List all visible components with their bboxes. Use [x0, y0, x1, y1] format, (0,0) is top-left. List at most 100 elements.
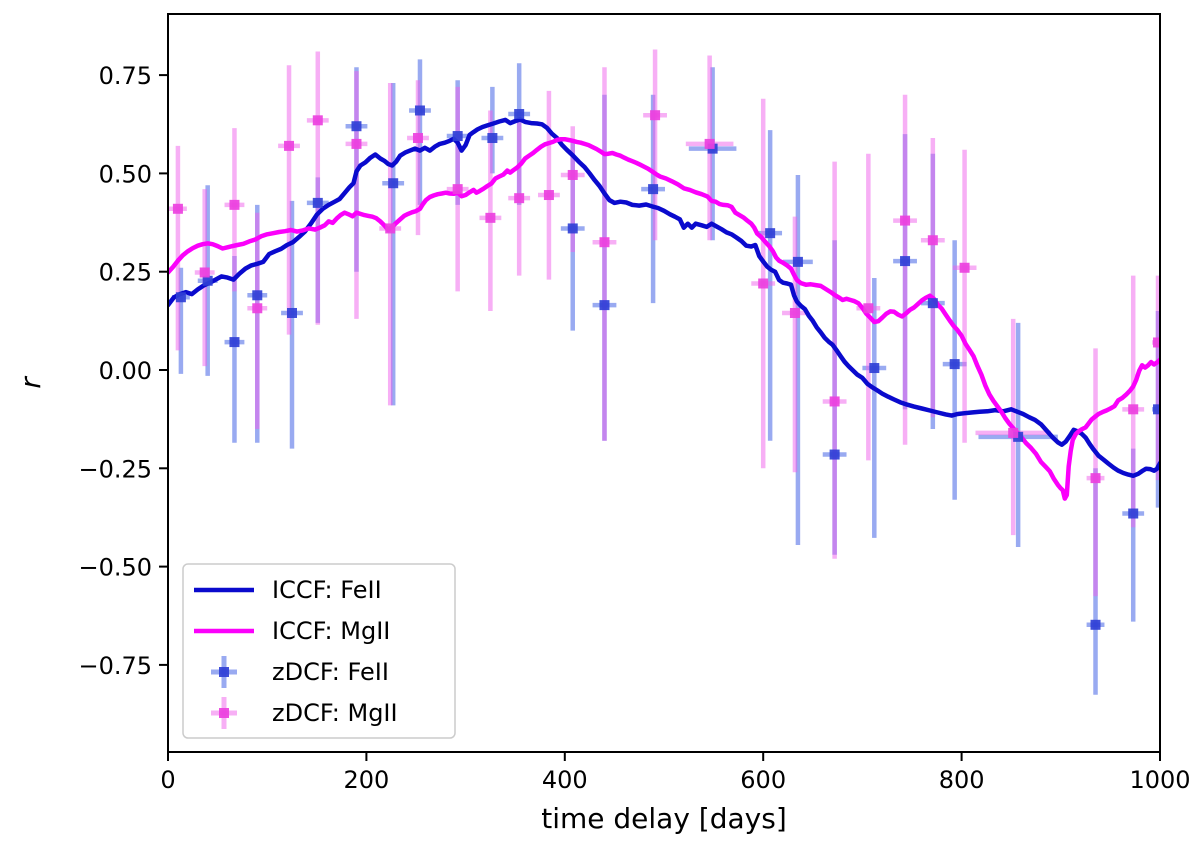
- zdcf-mgii-errorbar: [893, 94, 917, 445]
- zdcf-feii-marker: [567, 223, 578, 234]
- zdcf-feii-marker: [351, 121, 362, 132]
- zdcf-mgii-marker: [385, 223, 396, 234]
- x-tick-label: 0: [160, 766, 175, 794]
- zdcf-mgii-errorbar: [1086, 348, 1105, 597]
- zdcf-mgii-marker: [452, 184, 463, 195]
- zdcf-mgii-marker: [829, 396, 840, 407]
- zdcf-mgii-marker: [1128, 404, 1139, 415]
- legend-label: zDCF: FeII: [272, 658, 389, 686]
- zdcf-feii-marker-sample: [219, 667, 229, 677]
- zdcf-feii-marker: [287, 307, 297, 318]
- zdcf-feii-marker: [414, 105, 425, 116]
- zdcf-feii-errorbar: [783, 174, 813, 545]
- zdcf-feii-marker: [1153, 404, 1160, 415]
- zdcf-feii-marker: [792, 256, 803, 267]
- zdcf-feii-marker: [949, 359, 960, 370]
- iccf-feii-curve: [168, 117, 1160, 479]
- legend-label: ICCF: FeII: [272, 576, 382, 604]
- y-tick-label: 0.50: [99, 160, 152, 188]
- zdcf-feii-marker: [765, 228, 776, 239]
- zdcf-mgii-marker: [199, 267, 210, 278]
- y-tick-label: 0.25: [99, 259, 152, 287]
- zdcf-mgii-marker: [704, 138, 715, 149]
- zdcf-feii-marker: [312, 197, 323, 208]
- x-axis-label: time delay [days]: [541, 802, 787, 835]
- zdcf-feii-marker: [900, 256, 911, 267]
- zdcf-mgii-errorbar: [345, 71, 368, 319]
- zdcf-mgii-marker: [927, 235, 938, 246]
- legend-entry-zdcf-feii: zDCF: FeII: [211, 656, 389, 688]
- zdcf-mgii-marker: [252, 303, 263, 314]
- zdcf-feii-marker: [1090, 619, 1101, 630]
- legend-box: [182, 563, 456, 739]
- axes-layer: 0 200 400 600 800 1000 0.75 0.50 0.25 0.00 −0.25 −0…: [78, 13, 1191, 794]
- y-tick-label: −0.50: [78, 554, 152, 582]
- zdcf-mgii-marker: [959, 262, 970, 273]
- zdcf-mgii-errorbar: [1122, 275, 1145, 528]
- zdcf-mgii-marker: [1153, 337, 1160, 348]
- legend-label: zDCF: MgII: [272, 699, 398, 727]
- y-tick-label: −0.75: [78, 652, 152, 680]
- zdcf-mgii-errorbar: [1152, 275, 1160, 481]
- x-tick-label: 600: [740, 766, 786, 794]
- zdcf-feii-marker: [648, 184, 659, 195]
- zdcf-mgii-marker: [1090, 473, 1101, 484]
- zdcf-feii-errorbar: [171, 267, 190, 374]
- zdcf-mgii-marker: [514, 193, 525, 204]
- zdcf-feii-marker: [514, 109, 525, 120]
- y-tick-label: −0.25: [78, 455, 152, 483]
- zdcf-feii-marker: [175, 292, 186, 303]
- zdcf-mgii-marker: [758, 278, 769, 289]
- x-tick-label: 200: [343, 766, 389, 794]
- zdcf-mgii-errorbar: [592, 67, 617, 441]
- zdcf-mgii-errorbar: [920, 138, 945, 418]
- legend-entry-iccf-mgii: ICCF: MgII: [194, 617, 390, 645]
- zdcf-mgii-marker: [1008, 427, 1019, 438]
- zdcf-mgii-errorbar: [247, 212, 268, 429]
- zdcf-mgii-errorbar: [168, 145, 187, 351]
- zdcf-mgii-marker: [172, 203, 183, 214]
- zdcf-feii-marker: [229, 337, 240, 348]
- zdcf-mgii-marker: [284, 140, 295, 151]
- zdcf-feii-marker: [487, 133, 498, 144]
- zdcf-mgii-errorbar: [782, 216, 808, 473]
- legend-entry-zdcf-mgii: zDCF: MgII: [211, 697, 398, 729]
- zdcf-mgii-marker: [599, 237, 610, 248]
- x-tick-label: 400: [542, 766, 588, 794]
- zdcf-mgii-marker: [312, 115, 323, 126]
- iccf-line-layer: [168, 117, 1160, 501]
- zdcf-feii-marker: [869, 363, 880, 374]
- legend: ICCF: FeII ICCF: MgII zDCF: FeII zDCF: M…: [182, 563, 456, 739]
- y-tick-label: 0.75: [99, 62, 152, 90]
- x-tick-label: 800: [939, 766, 985, 794]
- zdcf-mgii-marker: [543, 190, 554, 201]
- zdcf-mgii-marker: [351, 138, 362, 149]
- zdcf-mgii-marker: [412, 133, 423, 144]
- zdcf-feii-errorbar: [688, 67, 737, 241]
- zdcf-feii-marker: [599, 300, 610, 311]
- zdcf-feii-marker: [927, 298, 938, 309]
- zdcf-feii-marker: [202, 275, 213, 286]
- zdcf-feii-marker: [252, 290, 263, 301]
- zdcf-feii-errorbar: [382, 82, 405, 406]
- zdcf-feii-marker: [388, 178, 399, 189]
- zdcf-mgii-marker: [863, 303, 874, 314]
- zdcf-mgii-errorbar: [306, 51, 329, 325]
- zdcf-feii-marker: [829, 449, 840, 460]
- zdcf-mgii-marker-sample: [219, 708, 229, 718]
- zdcf-mgii-marker: [567, 169, 578, 180]
- marker-layer: [172, 105, 1160, 630]
- zdcf-mgii-errorbar: [538, 90, 560, 280]
- zdcf-mgii-marker: [650, 110, 661, 121]
- y-tick-label: 0.00: [99, 357, 152, 385]
- iccf-mgii-curve: [168, 136, 1160, 501]
- zdcf-mgii-marker: [789, 307, 800, 318]
- zdcf-mgii-errorbar: [278, 65, 300, 335]
- zdcf-feii-marker: [1128, 508, 1139, 519]
- y-axis-label: r: [14, 376, 47, 389]
- x-tick-label: 1000: [1129, 766, 1190, 794]
- zdcf-mgii-marker: [900, 215, 911, 226]
- legend-label: ICCF: MgII: [272, 617, 390, 645]
